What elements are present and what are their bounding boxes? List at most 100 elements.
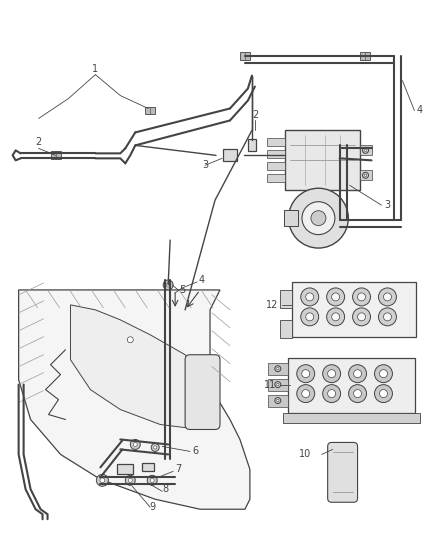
Circle shape	[275, 382, 281, 387]
Circle shape	[301, 308, 319, 326]
FancyBboxPatch shape	[185, 355, 220, 430]
Circle shape	[297, 365, 314, 383]
Circle shape	[277, 383, 279, 386]
Bar	[283, 413, 420, 423]
Bar	[360, 146, 371, 155]
Circle shape	[277, 399, 279, 402]
Text: 9: 9	[149, 502, 155, 512]
Circle shape	[374, 385, 392, 402]
Text: 4: 4	[199, 275, 205, 285]
Circle shape	[302, 370, 310, 378]
Circle shape	[306, 293, 314, 301]
Circle shape	[353, 288, 371, 306]
Bar	[267, 150, 285, 158]
FancyBboxPatch shape	[328, 442, 357, 502]
Bar	[288, 358, 415, 413]
Circle shape	[147, 475, 157, 486]
Circle shape	[301, 288, 319, 306]
Circle shape	[323, 365, 341, 383]
Bar	[145, 107, 155, 115]
Circle shape	[357, 293, 366, 301]
Circle shape	[297, 385, 314, 402]
Circle shape	[327, 288, 345, 306]
Bar	[50, 151, 60, 159]
Circle shape	[379, 370, 388, 378]
Circle shape	[130, 439, 140, 449]
Circle shape	[323, 385, 341, 402]
Circle shape	[289, 188, 348, 248]
Polygon shape	[71, 305, 210, 430]
Circle shape	[364, 174, 367, 176]
Bar	[280, 290, 292, 308]
Circle shape	[328, 390, 336, 398]
Circle shape	[125, 475, 135, 486]
Circle shape	[384, 313, 392, 321]
Circle shape	[311, 211, 326, 225]
Bar	[240, 52, 250, 60]
Circle shape	[127, 337, 133, 343]
Bar	[360, 52, 370, 60]
Bar	[268, 378, 288, 391]
Text: 7: 7	[175, 464, 181, 474]
Circle shape	[357, 313, 366, 321]
Bar	[268, 362, 288, 375]
Bar	[268, 394, 288, 407]
Circle shape	[133, 442, 137, 447]
Circle shape	[100, 478, 105, 483]
Bar	[267, 163, 285, 171]
Text: 8: 8	[162, 484, 168, 494]
Circle shape	[353, 308, 371, 326]
Bar	[223, 149, 237, 161]
Circle shape	[275, 398, 281, 403]
Circle shape	[327, 308, 345, 326]
Bar	[267, 174, 285, 182]
Text: 2: 2	[252, 110, 258, 120]
Circle shape	[306, 313, 314, 321]
Circle shape	[353, 390, 361, 398]
Circle shape	[349, 385, 367, 402]
Circle shape	[275, 366, 281, 372]
Text: 4: 4	[416, 106, 422, 116]
Circle shape	[328, 370, 336, 378]
Bar	[280, 320, 292, 338]
Text: 2: 2	[35, 138, 42, 148]
Bar	[117, 464, 133, 474]
Circle shape	[166, 283, 170, 287]
Circle shape	[163, 280, 173, 290]
Circle shape	[151, 443, 159, 451]
Circle shape	[363, 148, 368, 154]
Polygon shape	[19, 290, 250, 509]
Circle shape	[128, 478, 132, 482]
Text: 10: 10	[299, 449, 311, 459]
Text: 6: 6	[192, 447, 198, 456]
Text: 5: 5	[179, 285, 185, 295]
Circle shape	[302, 201, 335, 235]
Circle shape	[384, 293, 392, 301]
Bar	[360, 171, 371, 180]
Bar	[248, 140, 256, 151]
Circle shape	[277, 367, 279, 370]
Bar	[292, 282, 417, 337]
Circle shape	[353, 370, 361, 378]
Text: 3: 3	[385, 200, 391, 210]
Circle shape	[364, 149, 367, 151]
Bar	[285, 131, 360, 190]
Text: 3: 3	[202, 160, 208, 171]
Bar	[142, 463, 154, 471]
Circle shape	[349, 365, 367, 383]
Circle shape	[154, 446, 157, 449]
Text: 1: 1	[92, 63, 99, 74]
Circle shape	[332, 293, 339, 301]
Circle shape	[378, 288, 396, 306]
Circle shape	[332, 313, 339, 321]
Bar	[267, 139, 285, 147]
Circle shape	[379, 390, 388, 398]
Bar	[283, 210, 297, 226]
Circle shape	[363, 172, 368, 178]
Circle shape	[302, 390, 310, 398]
Circle shape	[150, 478, 154, 482]
Circle shape	[378, 308, 396, 326]
Text: 11: 11	[264, 379, 276, 390]
Circle shape	[96, 474, 108, 486]
Circle shape	[374, 365, 392, 383]
